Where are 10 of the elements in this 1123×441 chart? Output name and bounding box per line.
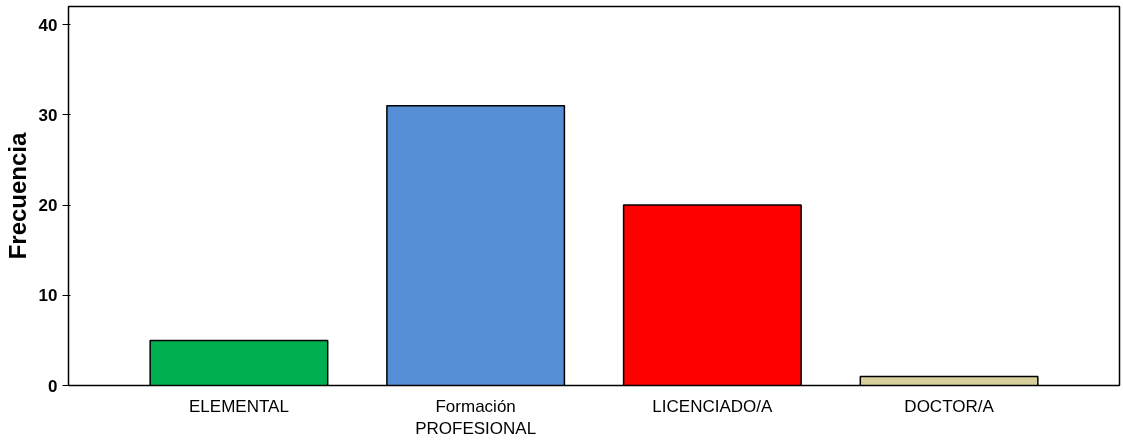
y-tick-label: 10: [38, 286, 58, 306]
x-tick-label: LICENCIADO/A: [652, 396, 773, 416]
y-tick-label: 20: [38, 196, 58, 216]
x-tick-label: DOCTOR/A: [904, 396, 995, 416]
x-tick-label: ELEMENTAL: [189, 396, 289, 416]
y-axis-title: Frecuencia: [3, 131, 31, 260]
y-tick-label: 30: [38, 105, 58, 125]
x-tick-label: Formación PROFESIONAL: [415, 396, 537, 439]
y-tick-label: 40: [38, 15, 58, 35]
y-tick-label: 0: [48, 376, 58, 396]
